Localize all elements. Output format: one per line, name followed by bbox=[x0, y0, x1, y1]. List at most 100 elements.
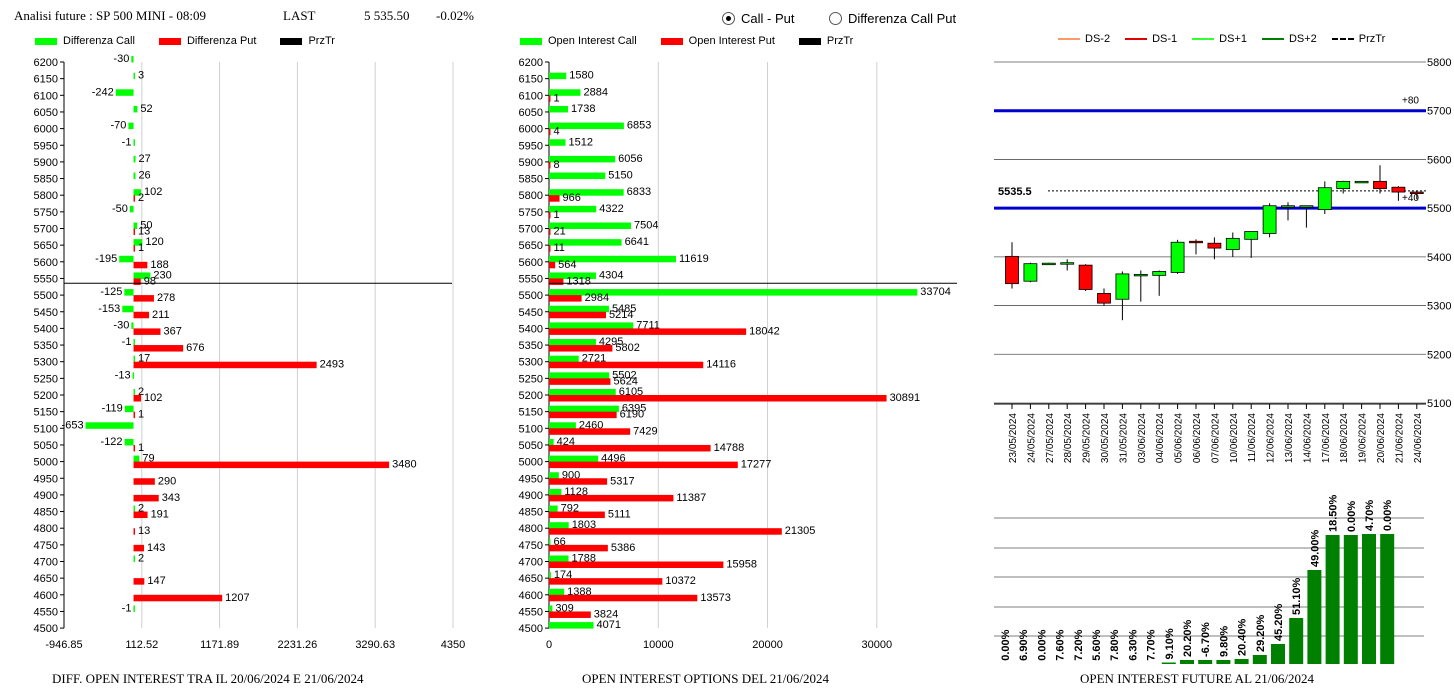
y-tick-label: 5200 bbox=[1427, 349, 1451, 361]
y-tick-label: 6100 bbox=[34, 90, 58, 102]
data-label: 966 bbox=[563, 192, 581, 204]
y-tick-label: 5400 bbox=[34, 323, 58, 335]
y-tick-label: 5150 bbox=[519, 407, 543, 419]
candle-body bbox=[1041, 262, 1056, 266]
data-label: 20.40% bbox=[1237, 618, 1249, 656]
data-label: 4.70% bbox=[1364, 500, 1376, 531]
bar bbox=[549, 544, 608, 552]
bar bbox=[133, 222, 138, 229]
data-label: 1 bbox=[138, 442, 144, 454]
radio-call-put[interactable]: Call - Put bbox=[722, 11, 794, 26]
data-label: 2 bbox=[138, 503, 144, 515]
radio-unselected-icon[interactable] bbox=[829, 12, 842, 25]
data-label: -653 bbox=[62, 419, 84, 431]
candle-body bbox=[1189, 240, 1203, 244]
bar bbox=[549, 578, 663, 585]
bar bbox=[549, 239, 622, 246]
data-label: 2 bbox=[138, 553, 144, 565]
bar bbox=[85, 422, 134, 429]
data-label: 6395 bbox=[622, 403, 646, 415]
data-label: 1738 bbox=[571, 103, 595, 115]
y-tick-label: 6000 bbox=[519, 124, 543, 136]
data-label: 3480 bbox=[392, 459, 416, 471]
data-label: -30 bbox=[113, 319, 129, 331]
bar bbox=[549, 255, 676, 263]
data-label: 1318 bbox=[566, 275, 590, 287]
y-tick-label: 5750 bbox=[519, 207, 543, 219]
bar bbox=[133, 72, 136, 80]
bar bbox=[133, 261, 148, 269]
y-tick-label: 5900 bbox=[34, 157, 58, 169]
y-tick-label: 5700 bbox=[519, 224, 543, 236]
legend-ds-2-label: DS-2 bbox=[1085, 33, 1111, 45]
y-tick-label: 5200 bbox=[34, 390, 58, 402]
y-tick-label: 5550 bbox=[34, 273, 58, 285]
data-label: -50 bbox=[112, 203, 128, 215]
data-label: 5485 bbox=[612, 303, 636, 315]
y-tick-label: 4900 bbox=[519, 490, 543, 502]
candle-body bbox=[1409, 191, 1424, 194]
bar bbox=[133, 461, 390, 469]
y-tick-label: 5550 bbox=[519, 273, 543, 285]
bar bbox=[115, 89, 134, 96]
data-label: 120 bbox=[145, 236, 163, 248]
bar bbox=[133, 295, 154, 302]
bar bbox=[549, 345, 613, 352]
y-tick-label: 4850 bbox=[519, 507, 543, 519]
candle-body bbox=[1078, 264, 1093, 290]
bar bbox=[549, 355, 579, 363]
legend-oi-call-swatch bbox=[520, 37, 542, 45]
data-label: 52 bbox=[140, 103, 152, 115]
y-tick-label: 5650 bbox=[34, 240, 58, 252]
y-tick-label: 5150 bbox=[34, 407, 58, 419]
bar bbox=[133, 155, 136, 163]
y-tick-label: 4800 bbox=[519, 523, 543, 535]
y-tick-label: 5650 bbox=[519, 240, 543, 252]
y-tick-label: 4650 bbox=[34, 573, 58, 585]
radio-diff-call-put[interactable]: Differenza Call Put bbox=[829, 11, 956, 26]
data-label: 7.60% bbox=[1055, 629, 1067, 660]
data-label: -242 bbox=[92, 86, 114, 98]
bar bbox=[133, 105, 138, 113]
radio-selected-icon[interactable] bbox=[722, 12, 735, 25]
legend-oi-put-label: Open Interest Put bbox=[688, 35, 775, 47]
data-label: 9.10% bbox=[1164, 628, 1176, 659]
data-label: 4 bbox=[554, 126, 560, 138]
data-label: 8 bbox=[554, 159, 560, 171]
y-tick-label: 4500 bbox=[34, 623, 58, 635]
bar bbox=[549, 538, 551, 546]
bar bbox=[133, 444, 136, 452]
bar bbox=[133, 395, 142, 402]
bar bbox=[133, 528, 136, 535]
bar bbox=[133, 555, 136, 562]
bar bbox=[133, 139, 135, 146]
y-tick-label: 6000 bbox=[34, 124, 58, 136]
x-tick-label: 06/06/2024 bbox=[1192, 413, 1203, 463]
candle-body bbox=[1244, 231, 1259, 240]
bar bbox=[133, 411, 136, 419]
data-label: 5802 bbox=[615, 342, 639, 354]
bar bbox=[549, 155, 616, 163]
y-tick-label: 6200 bbox=[34, 57, 58, 69]
bar bbox=[549, 172, 606, 180]
bar bbox=[549, 245, 551, 252]
bar bbox=[549, 128, 551, 136]
data-label: 13 bbox=[138, 226, 150, 238]
candle-body bbox=[1060, 262, 1075, 265]
candle-body bbox=[1262, 205, 1277, 234]
data-label: 7.70% bbox=[1146, 629, 1158, 660]
bar bbox=[549, 505, 558, 513]
y-tick-label: 5350 bbox=[519, 340, 543, 352]
data-label: 7.20% bbox=[1073, 629, 1085, 660]
bar bbox=[133, 505, 136, 513]
y-tick-label: 5400 bbox=[1427, 252, 1451, 264]
data-label: 30891 bbox=[890, 392, 921, 404]
data-label: 2884 bbox=[584, 86, 608, 98]
bar bbox=[549, 455, 599, 463]
x-tick-label: 03/06/2024 bbox=[1137, 413, 1148, 463]
data-label: 1 bbox=[554, 92, 560, 104]
data-label: 3824 bbox=[594, 608, 618, 620]
bar bbox=[549, 605, 553, 612]
bar bbox=[133, 605, 135, 612]
x-tick-label: 31/05/2024 bbox=[1118, 413, 1129, 463]
